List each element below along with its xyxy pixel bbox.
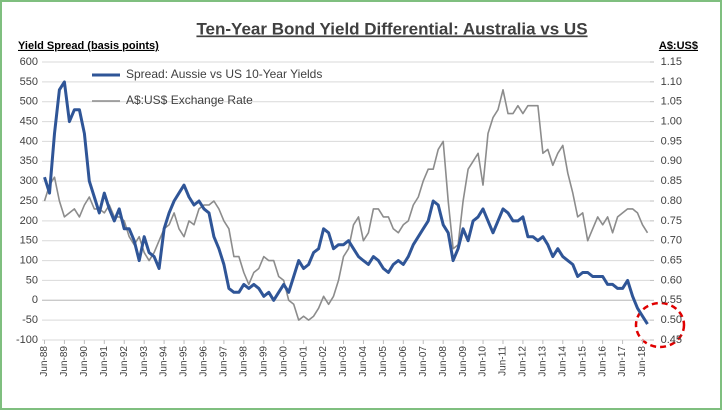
y2-axis-label: A$:US$ <box>659 40 698 52</box>
x-tick-label: Jun-96 <box>199 346 210 377</box>
x-tick-label: Jun-14 <box>557 346 568 377</box>
x-tick-label: Jun-07 <box>418 346 429 377</box>
x-tick-label: Jun-05 <box>378 346 389 377</box>
y-tick-label: 0 <box>32 294 38 306</box>
y-tick-label: -100 <box>16 334 38 346</box>
y2-tick-label: 0.90 <box>661 155 682 167</box>
x-tick-label: Jun-88 <box>39 346 50 377</box>
y-tick-label: 500 <box>20 96 38 108</box>
y2-tick-label: 0.70 <box>661 235 682 247</box>
y-tick-label: 200 <box>20 215 38 227</box>
y2-tick-label: 0.50 <box>661 314 682 326</box>
x-tick-label: Jun-01 <box>298 346 309 377</box>
x-tick-label: Jun-97 <box>219 346 230 377</box>
y2-tick-label: 0.55 <box>661 294 682 306</box>
x-tick-label: Jun-93 <box>139 346 150 377</box>
x-tick-label: Jun-10 <box>478 346 489 377</box>
y-tick-label: 150 <box>20 235 38 247</box>
y2-tick-label: 0.85 <box>661 175 682 187</box>
x-tick-label: Jun-92 <box>119 346 130 377</box>
y-axis-label: Yield Spread (basis points) <box>18 40 159 52</box>
y-tick-label: 450 <box>20 115 38 127</box>
y-tick-label: 350 <box>20 155 38 167</box>
x-tick-label: Jun-00 <box>278 346 289 377</box>
legend-label: A$:US$ Exchange Rate <box>126 93 253 107</box>
x-tick-label: Jun-17 <box>617 346 628 377</box>
x-tick-label: Jun-02 <box>318 346 329 377</box>
x-tick-label: Jun-11 <box>498 346 509 376</box>
x-tick-label: Jun-98 <box>238 346 249 377</box>
y-tick-label: 300 <box>20 175 38 187</box>
x-tick-label: Jun-09 <box>458 346 469 377</box>
x-tick-label: Jun-89 <box>59 346 70 377</box>
y-tick-label: 550 <box>20 76 38 88</box>
y2-tick-label: 1.10 <box>661 76 682 88</box>
y2-tick-label: 0.45 <box>661 334 682 346</box>
y2-tick-label: 0.65 <box>661 254 682 266</box>
x-tick-label: Jun-91 <box>99 346 110 377</box>
x-tick-label: Jun-95 <box>179 346 190 377</box>
x-tick-label: Jun-06 <box>398 346 409 377</box>
legend-label: Spread: Aussie vs US 10-Year Yields <box>126 67 322 81</box>
y-tick-label: -50 <box>22 314 38 326</box>
y2-tick-label: 0.80 <box>661 195 682 207</box>
x-tick-label: Jun-13 <box>537 346 548 377</box>
chart-title: Ten-Year Bond Yield Differential: Austra… <box>196 19 587 38</box>
x-tick-label: Jun-15 <box>577 346 588 377</box>
x-tick-label: Jun-12 <box>518 346 529 377</box>
y2-tick-label: 0.95 <box>661 135 682 147</box>
x-tick-label: Jun-90 <box>79 346 90 377</box>
x-tick-label: Jun-94 <box>159 346 170 377</box>
highlight-circle <box>634 301 686 349</box>
x-tick-label: Jun-03 <box>338 346 349 377</box>
y-tick-label: 600 <box>20 56 38 68</box>
y-tick-label: 400 <box>20 135 38 147</box>
y-tick-label: 250 <box>20 195 38 207</box>
x-tick-label: Jun-16 <box>597 346 608 377</box>
x-tick-label: Jun-04 <box>358 346 369 377</box>
y2-tick-label: 1.00 <box>661 115 682 127</box>
y2-tick-label: 1.15 <box>661 56 682 68</box>
series-line <box>43 80 649 325</box>
y2-tick-label: 0.60 <box>661 274 682 286</box>
y-tick-label: 100 <box>20 254 38 266</box>
x-tick-label: Jun-08 <box>438 346 449 377</box>
series-line <box>43 89 649 321</box>
y2-tick-label: 0.75 <box>661 215 682 227</box>
x-tick-label: Jun-18 <box>637 346 648 377</box>
y-tick-label: 50 <box>26 274 38 286</box>
x-tick-label: Jun-99 <box>258 346 269 377</box>
y2-tick-label: 1.05 <box>661 96 682 108</box>
